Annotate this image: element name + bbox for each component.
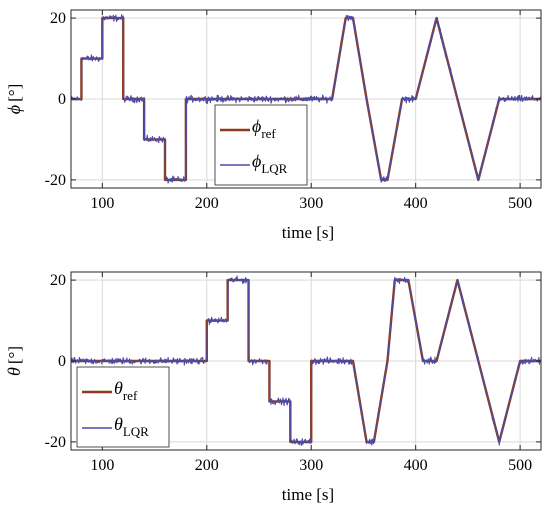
phi-ytick-label-20: 20: [50, 10, 66, 27]
phi-lqr-line: [70, 14, 542, 184]
theta-xtick-label-500: 500: [508, 457, 532, 474]
theta-chart-panel: 100 200 300 400 500 -20 0 20 θ [°] time [s] θref…: [4, 271, 542, 504]
theta-xlabel: time [s]: [282, 485, 334, 504]
theta-xtick-label-300: 300: [299, 457, 323, 474]
theta-legend-label-ref: θref: [114, 378, 138, 403]
phi-legend-label-lqr: ϕLQR: [252, 151, 288, 176]
theta-ylabel-unit: [°]: [5, 346, 24, 364]
phi-xtick-label-500: 500: [508, 195, 532, 212]
phi-ylabel-unit: [°]: [5, 84, 24, 102]
theta-series: [70, 275, 542, 447]
phi-legend-label-ref: ϕref: [252, 116, 276, 141]
phi-xtick-label-400: 400: [404, 195, 428, 212]
phi-ticks: 100 200 300 400 500 -20 0 20: [45, 10, 541, 212]
theta-xtick-label-200: 200: [195, 457, 219, 474]
theta-ylabel: θ [°]: [4, 346, 24, 376]
theta-ticks: 100 200 300 400 500 -20 0 20: [45, 272, 541, 474]
theta-ytick-label--20: -20: [45, 434, 66, 451]
phi-ytick-label-0: 0: [58, 91, 66, 108]
theta-ylabel-symbol: θ: [4, 367, 24, 376]
theta-xtick-label-100: 100: [90, 457, 114, 474]
theta-legend-box: [76, 366, 170, 448]
phi-xlabel: time [s]: [282, 223, 334, 242]
theta-ytick-label-20: 20: [50, 272, 66, 289]
phi-xtick-label-200: 200: [195, 195, 219, 212]
theta-legend-label-lqr: θLQR: [114, 414, 149, 439]
phi-legend: ϕref ϕLQR: [214, 104, 308, 186]
theta-xtick-label-400: 400: [404, 457, 428, 474]
phi-xtick-label-100: 100: [90, 195, 114, 212]
phi-ytick-label--20: -20: [45, 172, 66, 189]
phi-legend-box: [214, 104, 308, 186]
phi-ylabel: ϕ [°]: [4, 84, 24, 114]
phi-chart-panel: 100 200 300 400 500 -20 0 20 ϕ [°] time [s] ϕref…: [4, 9, 542, 242]
theta-lqr-line: [70, 275, 542, 447]
phi-ylabel-symbol: ϕ: [4, 105, 24, 114]
theta-ytick-label-0: 0: [58, 353, 66, 370]
phi-series: [70, 14, 542, 184]
phi-xtick-label-300: 300: [299, 195, 323, 212]
theta-legend: θref θLQR: [76, 366, 170, 448]
